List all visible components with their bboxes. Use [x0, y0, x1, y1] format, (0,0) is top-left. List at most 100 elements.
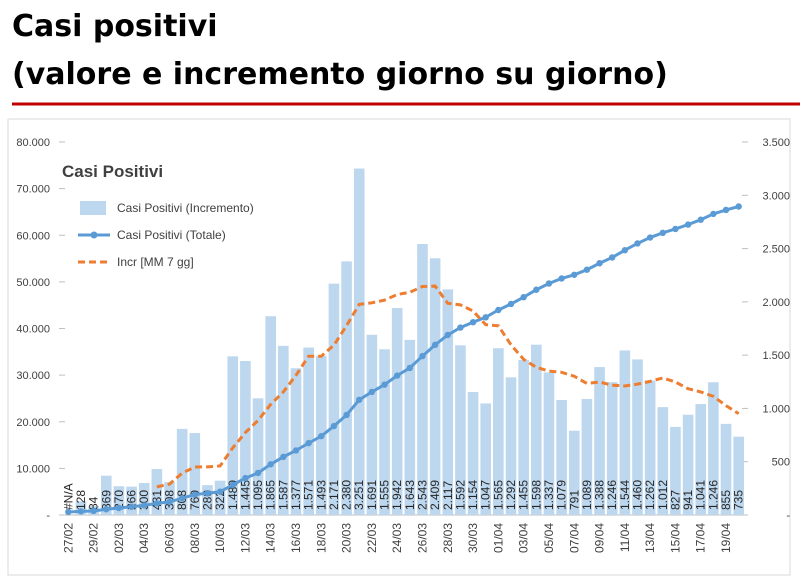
- data-label: 1.095: [251, 480, 265, 510]
- y2-tick-label: 500: [772, 457, 790, 469]
- x-tick-label: 17/04: [694, 523, 708, 553]
- x-tick-label: 11/04: [618, 523, 632, 552]
- bar: [429, 258, 441, 515]
- data-label: 1.089: [580, 480, 594, 510]
- data-label: 1.598: [529, 480, 543, 510]
- line-point: [672, 225, 679, 233]
- data-label: 84: [87, 496, 101, 510]
- data-label: 1.047: [479, 480, 493, 510]
- bar: [657, 407, 669, 515]
- data-label: 1.445: [238, 480, 252, 510]
- bar: [138, 483, 150, 515]
- data-label: 1.246: [605, 480, 619, 510]
- bar: [227, 356, 239, 515]
- bar: [455, 345, 466, 515]
- bar: [695, 404, 707, 515]
- data-label: 2.409: [428, 480, 442, 510]
- x-tick-label: 26/03: [415, 523, 429, 553]
- line-point: [292, 447, 300, 454]
- data-label: 2.117: [441, 481, 455, 510]
- x-tick-label: 20/03: [340, 523, 354, 553]
- bar: [176, 428, 188, 515]
- data-label: 1.460: [630, 480, 644, 510]
- data-label: 270: [112, 490, 126, 510]
- bar: [151, 469, 163, 515]
- legend-label: Incr [MM 7 gg]: [117, 255, 194, 269]
- x-tick-label: 30/03: [466, 523, 480, 553]
- x-tick-label: 02/03: [112, 523, 126, 553]
- line-point: [65, 508, 72, 516]
- data-label: 1.388: [593, 480, 607, 510]
- bar: [632, 359, 643, 515]
- data-label: 128: [74, 490, 88, 510]
- data-label: 1.012: [656, 480, 670, 510]
- bar: [214, 480, 226, 515]
- bar: [530, 344, 542, 515]
- line-point: [166, 498, 173, 506]
- y-tick-label: 10.000: [16, 463, 50, 475]
- y2-tick-label: 1.000: [762, 403, 790, 415]
- x-tick-label: 28/03: [441, 523, 455, 553]
- line-point: [406, 364, 414, 372]
- line-point: [482, 314, 489, 321]
- x-tick-label: 09/04: [593, 523, 607, 553]
- line-point: [646, 234, 654, 241]
- bar: [467, 392, 479, 515]
- x-tick-label: 06/03: [163, 523, 177, 553]
- line-point: [684, 221, 692, 228]
- line-point: [330, 422, 338, 430]
- bar: [379, 349, 390, 515]
- line-point: [621, 247, 629, 254]
- legend-label: Casi Positivi (Totale): [117, 228, 226, 242]
- line-point: [495, 306, 502, 314]
- x-tick-label: 27/02: [61, 523, 75, 553]
- data-label: 369: [99, 490, 113, 510]
- data-label: 1.691: [365, 480, 379, 510]
- line-point: [128, 503, 135, 510]
- bar: [606, 382, 618, 515]
- line-point: [457, 324, 464, 331]
- x-tick-label: 10/03: [213, 523, 227, 553]
- line-point: [558, 275, 565, 282]
- bar: [265, 316, 277, 515]
- line-point: [254, 469, 262, 477]
- bar: [290, 368, 302, 515]
- line-point: [697, 216, 704, 223]
- data-label: 827: [668, 490, 682, 510]
- bar: [391, 308, 403, 515]
- y-tick-label: 20.000: [16, 417, 50, 429]
- line-point: [634, 240, 641, 247]
- data-label: 1.544: [618, 480, 632, 510]
- data-label: 1.455: [517, 480, 531, 510]
- data-label: 2.543: [415, 480, 429, 510]
- x-tick-label: 18/03: [314, 523, 328, 553]
- x-tick-label: 12/03: [238, 523, 252, 553]
- x-tick-label: 08/03: [188, 523, 202, 553]
- line-point: [141, 502, 148, 509]
- legend-label: Casi Positivi (Incremento): [117, 201, 254, 215]
- bar: [442, 289, 454, 515]
- data-label: 1.154: [466, 480, 480, 510]
- x-tick-label: 07/04: [567, 523, 581, 553]
- line-point: [608, 254, 616, 261]
- data-label: 1.587: [276, 480, 290, 510]
- bar: [164, 482, 175, 515]
- line-point: [571, 271, 578, 278]
- x-tick-label: 14/03: [264, 523, 278, 553]
- line-point: [596, 260, 603, 267]
- bar: [353, 168, 365, 515]
- bar: [202, 485, 213, 515]
- line-point: [242, 474, 249, 482]
- line-point: [280, 453, 287, 461]
- line-point: [722, 206, 730, 214]
- bar: [733, 436, 744, 515]
- y2-tick-label: -: [786, 510, 790, 522]
- data-label: 2.380: [340, 480, 354, 510]
- bar: [556, 400, 567, 515]
- data-label: 1.041: [694, 480, 708, 510]
- y-tick-label: 40.000: [16, 324, 50, 336]
- line-point: [305, 439, 312, 447]
- page-subtitle: (valore e incremento giorno su giorno): [12, 57, 668, 92]
- bar: [493, 348, 504, 515]
